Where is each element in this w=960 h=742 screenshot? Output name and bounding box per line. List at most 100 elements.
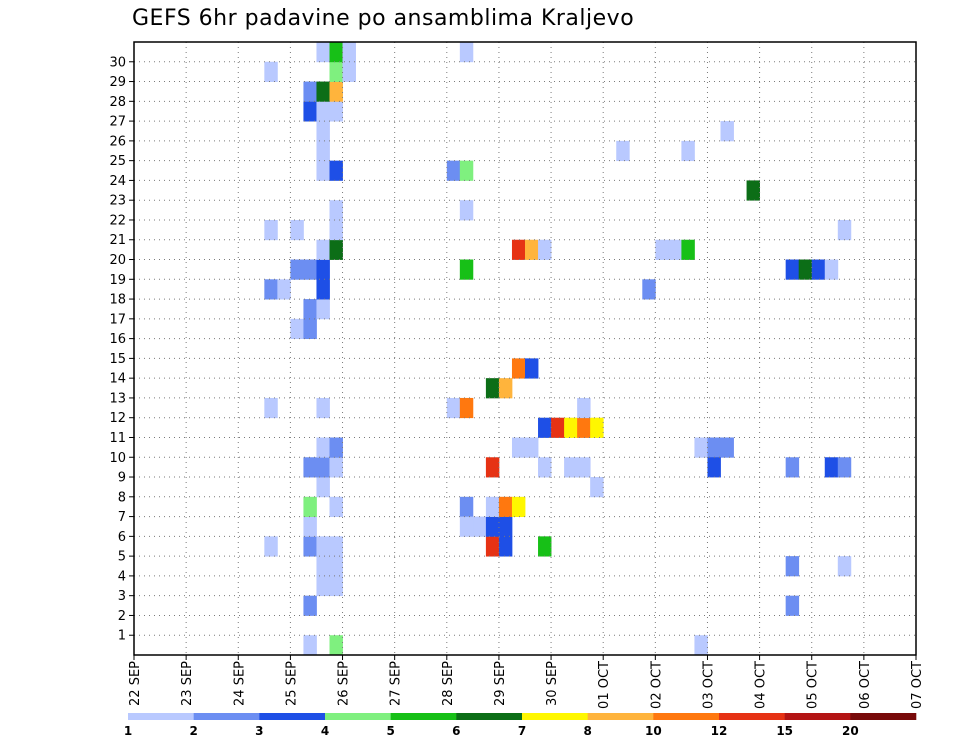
y-tick-label: 22 <box>109 213 126 228</box>
heat-cell <box>824 259 839 280</box>
heat-cell <box>785 457 800 478</box>
heat-cell <box>329 61 343 82</box>
heat-cell <box>511 496 526 517</box>
x-tick-label: 22 SEP <box>128 661 143 706</box>
heat-cell <box>316 397 330 419</box>
heat-cell <box>837 219 852 241</box>
x-tick-label: 02 OCT <box>649 661 664 709</box>
heat-cell <box>694 635 708 656</box>
heat-cell <box>811 259 826 280</box>
y-tick-label: 5 <box>118 550 126 565</box>
heat-cell <box>342 42 356 63</box>
heat-cell <box>616 140 630 162</box>
legend-swatch <box>653 713 720 720</box>
y-tick-label: 14 <box>109 372 126 387</box>
heat-cell <box>264 61 278 82</box>
heat-cell <box>316 457 330 478</box>
legend-label: 4 <box>321 724 329 738</box>
x-tick-label: 07 OCT <box>910 661 925 709</box>
y-tick-label: 7 <box>118 510 126 525</box>
heat-cell <box>472 516 487 537</box>
legend-swatch <box>719 713 785 720</box>
x-tick-label: 25 SEP <box>284 661 299 706</box>
heat-cell <box>264 397 278 419</box>
y-tick-label: 23 <box>109 194 126 209</box>
x-tick-label: 29 SEP <box>493 661 508 706</box>
heat-cell <box>316 477 330 498</box>
heat-cell <box>485 516 500 537</box>
x-tick-label: 01 OCT <box>597 661 612 709</box>
heat-cell <box>303 101 317 122</box>
y-tick-label: 19 <box>109 273 126 288</box>
heat-cell <box>329 457 343 478</box>
heat-cell <box>746 180 760 201</box>
heat-cell <box>642 279 656 300</box>
heat-cell <box>551 417 565 438</box>
cells-layer <box>264 42 852 656</box>
legend-swatch <box>587 713 654 720</box>
heat-cell <box>316 42 330 63</box>
heat-cell <box>264 536 278 557</box>
heat-cell <box>577 417 591 438</box>
heat-cell <box>485 536 500 557</box>
heat-cell <box>498 536 513 557</box>
heat-cell <box>329 42 343 63</box>
heat-cell <box>459 200 474 221</box>
x-tick-label: 06 OCT <box>858 661 873 709</box>
y-tick-label: 17 <box>109 312 126 327</box>
heat-cell <box>511 437 526 458</box>
heat-cell <box>590 417 604 438</box>
heat-cell <box>316 259 330 280</box>
heat-cell <box>316 556 330 577</box>
heat-cell <box>498 516 513 537</box>
heat-cell <box>707 457 721 478</box>
heat-cell <box>459 259 474 280</box>
heat-cell <box>707 437 721 458</box>
heat-cell <box>668 239 682 260</box>
heat-cell <box>316 140 330 162</box>
heat-cell <box>720 437 734 458</box>
heat-cell <box>681 140 695 162</box>
heat-cell <box>290 259 304 280</box>
heat-cell <box>459 160 474 181</box>
heat-cell <box>316 239 330 260</box>
y-tick-label: 15 <box>109 352 126 367</box>
heat-cell <box>316 279 330 300</box>
legend-label: 6 <box>452 724 460 738</box>
y-tick-label: 1 <box>118 629 126 644</box>
heat-cell <box>511 239 526 260</box>
heat-cell <box>459 516 474 537</box>
heat-cell <box>329 101 343 122</box>
heat-cell <box>564 417 578 438</box>
legend-swatch <box>259 713 326 720</box>
y-tick-label: 6 <box>118 530 126 545</box>
heat-cell <box>459 42 474 63</box>
heat-cell <box>316 437 330 458</box>
heat-cell <box>785 259 800 280</box>
legend-swatch <box>128 713 194 720</box>
y-tick-label: 9 <box>118 471 126 486</box>
legend: 1 2 3 4 5 6 7 8 10 12 15 20 <box>124 713 917 738</box>
heat-cell <box>590 477 604 498</box>
y-tick-label: 10 <box>109 451 126 466</box>
x-tick-label: 03 OCT <box>701 661 716 709</box>
heat-cell <box>538 417 552 438</box>
heat-cell <box>303 259 317 280</box>
legend-label: 8 <box>583 724 591 738</box>
legend-label: 7 <box>518 724 526 738</box>
heat-cell <box>316 536 330 557</box>
heat-cell <box>720 121 734 142</box>
heat-cell <box>329 200 343 221</box>
legend-swatch <box>522 713 588 720</box>
x-tick-label: 30 SEP <box>545 661 560 706</box>
heat-cell <box>303 635 317 656</box>
heat-cell <box>303 299 317 320</box>
heat-cell <box>485 496 500 517</box>
legend-swatch <box>193 713 260 720</box>
heat-cell <box>459 397 474 419</box>
y-tick-label: 4 <box>118 569 126 584</box>
heat-cell <box>316 101 330 122</box>
x-tick-label: 28 SEP <box>441 661 456 706</box>
heat-cell <box>525 437 539 458</box>
